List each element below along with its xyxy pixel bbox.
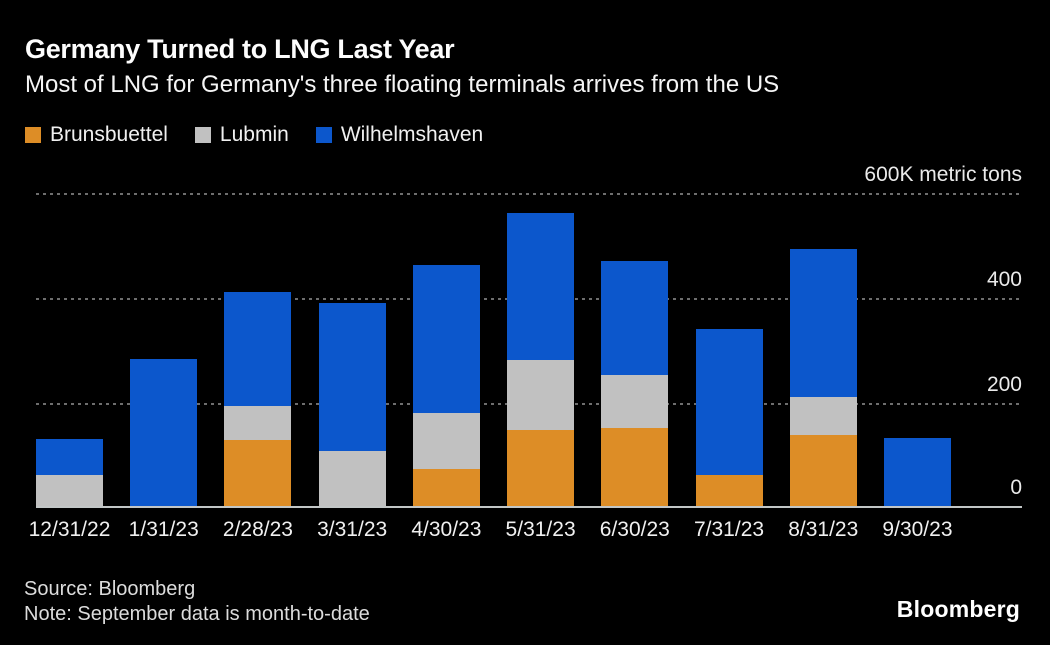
- bar-segment-lubmin-3/31/23: [318, 451, 386, 506]
- x-axis-baseline: [36, 506, 1022, 508]
- bars-container: [36, 193, 951, 506]
- bar-segment-wilhelmshaven-4/30/23: [412, 265, 480, 413]
- bar-1/31/23: [130, 359, 198, 506]
- bar-segment-lubmin-2/28/23: [224, 406, 292, 440]
- x-tick-label-4/30/23: 4/30/23: [411, 518, 482, 541]
- bar-segment-wilhelmshaven-9/30/23: [883, 438, 951, 506]
- bar-7/31/23: [695, 329, 763, 506]
- legend-label-wilhelmshaven: Wilhelmshaven: [340, 123, 484, 146]
- bar-segment-wilhelmshaven-3/31/23: [318, 303, 386, 451]
- bar-segment-wilhelmshaven-8/31/23: [789, 249, 857, 397]
- x-tick-label-1/31/23: 1/31/23: [128, 518, 199, 541]
- bar-segment-wilhelmshaven-5/31/23: [507, 213, 575, 360]
- bar-segment-wilhelmshaven-2/28/23: [224, 292, 292, 406]
- bar-segment-wilhelmshaven-12/31/22: [36, 439, 103, 475]
- bar-2/28/23: [224, 292, 292, 506]
- bar-4/30/23: [412, 265, 480, 506]
- x-tick-label-9/30/23: 9/30/23: [882, 518, 953, 541]
- x-tick-label-5/31/23: 5/31/23: [505, 518, 576, 541]
- y-tick-400: 400: [986, 268, 1022, 291]
- bar-segment-lubmin-4/30/23: [412, 413, 480, 469]
- x-tick-cell-4/30/23: 4/30/23: [411, 518, 482, 544]
- bar-segment-brunsbuettel-4/30/23: [412, 469, 480, 506]
- bar-6/30/23: [601, 261, 669, 506]
- bar-segment-lubmin-6/30/23: [601, 375, 669, 428]
- x-axis-labels: 12/31/22 1/31/23 2/28/23 3/31/23 4/30/23 5/31…: [29, 518, 953, 544]
- bloomberg-logo: Bloomberg: [896, 596, 1020, 622]
- x-tick-cell-9/30/23: 9/30/23: [882, 518, 953, 544]
- x-tick-label-6/30/23: 6/30/23: [599, 518, 670, 541]
- x-tick-cell-12/31/22: 12/31/22: [29, 518, 111, 544]
- legend-label-brunsbuettel: Brunsbuettel: [50, 123, 168, 146]
- legend-swatch-brunsbuettel: [25, 127, 41, 143]
- bar-segment-brunsbuettel-5/31/23: [507, 430, 575, 506]
- x-tick-label-7/31/23: 7/31/23: [693, 518, 765, 541]
- x-tick-label-8/31/23: 8/31/23: [788, 518, 859, 541]
- x-tick-cell-5/31/23: 5/31/23: [505, 518, 576, 544]
- bar-segment-wilhelmshaven-7/31/23: [695, 329, 763, 475]
- legend-item-wilhelmshaven: Wilhelmshaven: [315, 123, 484, 147]
- legend-swatch-wilhelmshaven: [315, 127, 332, 143]
- note-text: Note: September data is month-to-date: [24, 603, 370, 625]
- source-text: Source: Bloomberg: [24, 578, 196, 600]
- bar-9/30/23: [883, 438, 951, 506]
- bar-segment-brunsbuettel-8/31/23: [789, 435, 857, 506]
- bar-segment-lubmin-8/31/23: [789, 397, 857, 435]
- chart-title: Germany Turned to LNG Last Year: [25, 34, 455, 64]
- x-tick-cell-6/30/23: 6/30/23: [599, 518, 670, 544]
- y-tick-600: 600K metric tons: [864, 163, 1022, 186]
- x-tick-cell-7/31/23: 7/31/23: [693, 518, 765, 544]
- legend-item-lubmin: Lubmin: [194, 123, 289, 147]
- x-tick-label-12/31/22: 12/31/22: [28, 518, 111, 541]
- plot-area: 600K metric tons 400 200 0: [36, 163, 1022, 508]
- x-tick-cell-2/28/23: 2/28/23: [222, 518, 293, 544]
- x-tick-label-2/28/23: 2/28/23: [222, 518, 293, 541]
- bar-segment-brunsbuettel-7/31/23: [695, 475, 763, 506]
- bar-segment-brunsbuettel-6/30/23: [601, 428, 669, 506]
- legend-label-lubmin: Lubmin: [219, 123, 289, 146]
- bar-segment-lubmin-5/31/23: [507, 360, 575, 430]
- bar-segment-wilhelmshaven-6/30/23: [601, 261, 669, 375]
- y-tick-200: 200: [986, 373, 1022, 396]
- chart-subtitle: Most of LNG for Germany's three floating…: [25, 71, 780, 98]
- x-tick-cell-8/31/23: 8/31/23: [788, 518, 859, 544]
- bar-8/31/23: [789, 249, 857, 506]
- bar-12/31/22: [36, 439, 103, 506]
- x-tick-cell-3/31/23: 3/31/23: [317, 518, 388, 544]
- y-tick-0: 0: [1010, 476, 1022, 499]
- legend: Brunsbuettel Lubmin Wilhelmshaven: [25, 123, 483, 147]
- bar-5/31/23: [507, 213, 575, 506]
- bar-segment-wilhelmshaven-1/31/23: [130, 359, 198, 506]
- bar-3/31/23: [318, 303, 386, 506]
- bar-segment-lubmin-12/31/22: [36, 475, 103, 506]
- x-tick-cell-1/31/23: 1/31/23: [128, 518, 199, 544]
- legend-swatch-lubmin: [194, 127, 211, 143]
- gridline-600: [36, 193, 1022, 195]
- bar-segment-brunsbuettel-2/28/23: [224, 440, 292, 506]
- x-tick-label-3/31/23: 3/31/23: [317, 518, 388, 541]
- legend-item-brunsbuettel: Brunsbuettel: [25, 123, 168, 147]
